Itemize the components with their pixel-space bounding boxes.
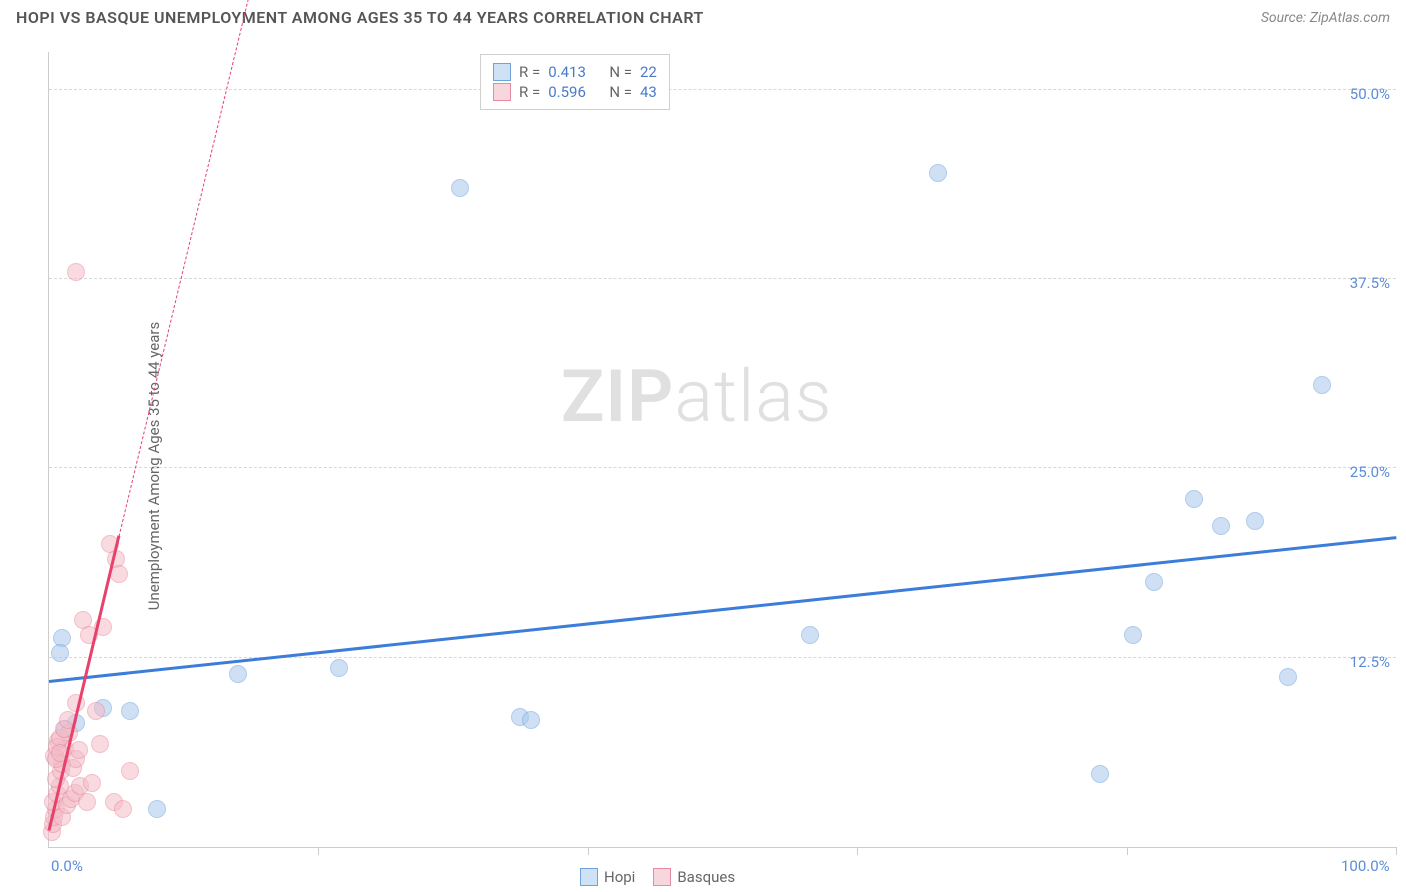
legend-swatch xyxy=(493,63,511,81)
chart-container: Unemployment Among Ages 35 to 44 years Z… xyxy=(0,40,1406,892)
chart-title: HOPI VS BASQUE UNEMPLOYMENT AMONG AGES 3… xyxy=(16,8,704,27)
data-point xyxy=(91,735,109,753)
gridline xyxy=(49,89,1396,90)
stat-n-label: N = xyxy=(609,63,632,81)
data-point xyxy=(1124,626,1142,644)
plot-area: ZIPatlas 12.5%25.0%37.5%50.0%0.0%100.0% xyxy=(48,52,1396,848)
gridline xyxy=(49,278,1396,279)
legend-swatch xyxy=(580,868,598,886)
data-point xyxy=(70,741,88,759)
watermark-bold: ZIP xyxy=(561,354,674,439)
stat-r-label: R = xyxy=(519,83,540,101)
data-point xyxy=(1145,573,1163,591)
data-point xyxy=(1279,668,1297,686)
data-point xyxy=(87,702,105,720)
legend-swatch xyxy=(653,868,671,886)
stat-r-value: 0.413 xyxy=(548,63,586,81)
data-point xyxy=(121,762,139,780)
series-legend: Hopi Basques xyxy=(580,868,735,886)
stat-n-label: N = xyxy=(609,83,632,101)
regression-extrapolation xyxy=(119,0,249,536)
legend-label: Basques xyxy=(677,868,735,886)
data-point xyxy=(1091,765,1109,783)
x-tick xyxy=(318,847,319,855)
data-point xyxy=(1313,376,1331,394)
stat-legend: R = 0.413 N = 22 R = 0.596 N = 43 xyxy=(480,54,670,110)
data-point xyxy=(148,800,166,818)
data-point xyxy=(801,626,819,644)
legend-item: Basques xyxy=(653,868,735,886)
data-point xyxy=(1212,517,1230,535)
stat-n-value: 43 xyxy=(640,83,657,101)
data-point xyxy=(1246,512,1264,530)
x-tick-label: 0.0% xyxy=(51,857,83,875)
data-point xyxy=(114,800,132,818)
stat-legend-row: R = 0.596 N = 43 xyxy=(493,83,657,101)
regression-line xyxy=(49,537,1396,684)
y-tick-label: 50.0% xyxy=(1350,85,1390,103)
data-point xyxy=(83,774,101,792)
data-point xyxy=(67,263,85,281)
y-tick-label: 37.5% xyxy=(1350,274,1390,292)
x-tick xyxy=(1396,847,1397,855)
x-tick xyxy=(588,847,589,855)
stat-r-label: R = xyxy=(519,63,540,81)
data-point xyxy=(78,793,96,811)
watermark: ZIPatlas xyxy=(561,354,833,439)
legend-label: Hopi xyxy=(604,868,635,886)
source-label: Source: ZipAtlas.com xyxy=(1261,10,1390,26)
y-tick-label: 12.5% xyxy=(1350,653,1390,671)
x-tick xyxy=(857,847,858,855)
legend-swatch xyxy=(493,83,511,101)
watermark-light: atlas xyxy=(674,354,832,439)
data-point xyxy=(929,164,947,182)
stat-r-value: 0.596 xyxy=(548,83,586,101)
data-point xyxy=(121,702,139,720)
stat-n-value: 22 xyxy=(640,63,657,81)
data-point xyxy=(229,665,247,683)
stat-legend-row: R = 0.413 N = 22 xyxy=(493,63,657,81)
data-point xyxy=(451,179,469,197)
x-tick xyxy=(1127,847,1128,855)
legend-item: Hopi xyxy=(580,868,635,886)
data-point xyxy=(51,644,69,662)
data-point xyxy=(330,659,348,677)
data-point xyxy=(522,711,540,729)
x-tick-label: 100.0% xyxy=(1341,857,1390,875)
data-point xyxy=(1185,490,1203,508)
y-tick-label: 25.0% xyxy=(1350,463,1390,481)
gridline xyxy=(49,467,1396,468)
